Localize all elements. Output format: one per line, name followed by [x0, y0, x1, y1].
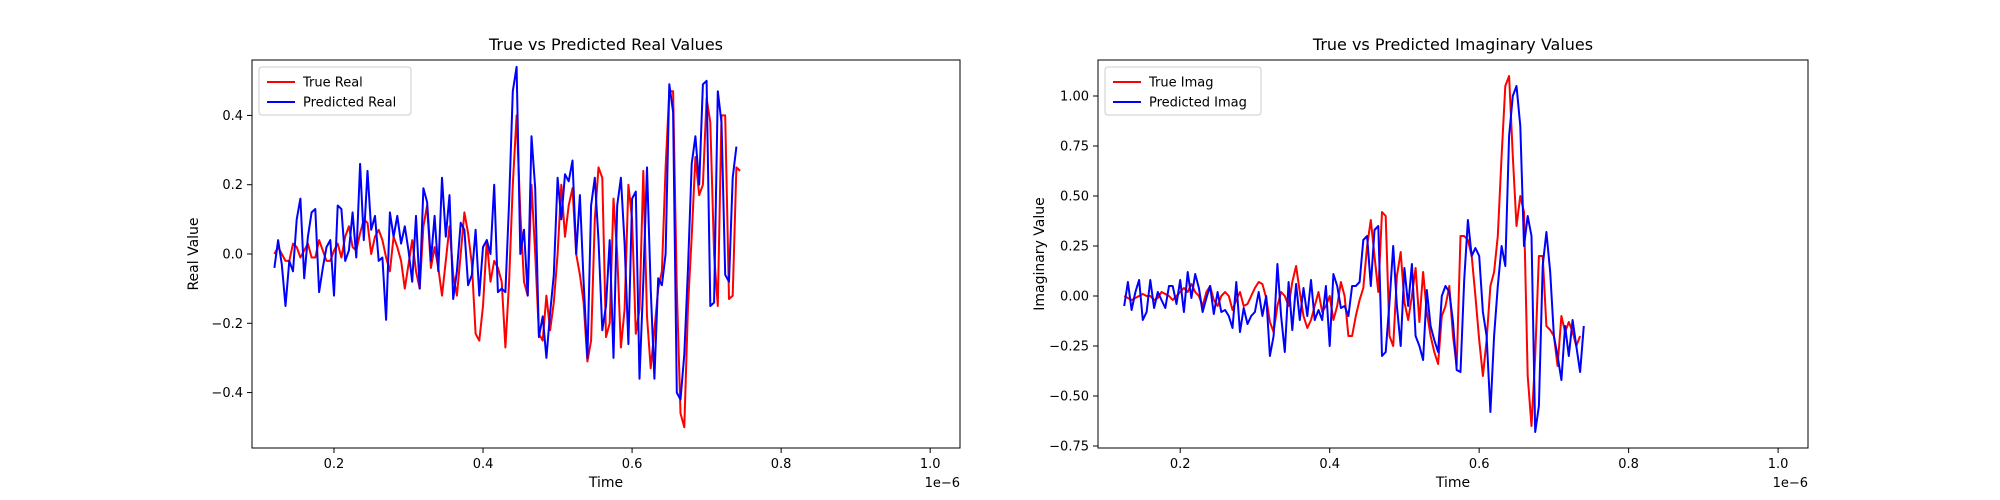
- x-tick-label: 0.8: [771, 457, 792, 472]
- series-line-predicted-real: [273, 65, 738, 401]
- x-offset-text: 1e−6: [1773, 476, 1808, 491]
- legend-box: [258, 66, 412, 116]
- y-tick-label: 0.2: [222, 178, 243, 193]
- y-tick-label: 0.00: [1060, 290, 1089, 305]
- y-tick-label: −0.75: [1049, 440, 1089, 455]
- chart-title: True vs Predicted Imaginary Values: [1312, 35, 1593, 54]
- legend-label-true-real: True Real: [302, 76, 363, 91]
- x-axis-label: Time: [1435, 475, 1470, 491]
- x-tick-label: 1.0: [1768, 457, 1789, 472]
- x-tick-label: 0.6: [622, 457, 643, 472]
- y-tick-label: 0.0: [222, 248, 243, 263]
- x-tick-label: 0.2: [324, 457, 345, 472]
- plot-area-frame: [251, 59, 961, 449]
- legend-box: [1104, 66, 1262, 116]
- chart-imaginary-values: 0.2 0.4 0.6 0.8 1.0 −0.75 −0.50 −0.25 0.00 0.25 0.…: [1032, 35, 1809, 491]
- x-offset-text: 1e−6: [925, 476, 960, 491]
- y-tick-label: 1.00: [1060, 90, 1089, 105]
- x-tick-label: 0.4: [1319, 457, 1340, 472]
- x-tick-label: 0.6: [1469, 457, 1490, 472]
- y-tick-label: −0.25: [1049, 340, 1089, 355]
- y-axis-label: Real Value: [186, 217, 202, 290]
- x-tick-label: 1.0: [920, 457, 941, 472]
- x-axis-label: Time: [588, 475, 623, 491]
- x-tick-label: 0.2: [1170, 457, 1191, 472]
- y-tick-label: 0.4: [222, 109, 243, 124]
- legend-label-predicted-real: Predicted Real: [303, 96, 396, 111]
- chart-title: True vs Predicted Real Values: [488, 35, 723, 54]
- legend-label-true-imag: True Imag: [1148, 76, 1213, 91]
- x-tick-label: 0.8: [1618, 457, 1639, 472]
- series-line-true-real: [273, 90, 741, 429]
- y-axis-label: Imaginary Value: [1032, 197, 1048, 311]
- y-tick-label: −0.2: [211, 317, 243, 332]
- y-tick-label: 0.75: [1060, 140, 1089, 155]
- y-tick-label: −0.50: [1049, 390, 1089, 405]
- series-line-predicted-imag: [1123, 85, 1585, 433]
- y-tick-label: 0.25: [1060, 240, 1089, 255]
- chart-real-values: 0.2 0.4 0.6 0.8 1.0 −0.4 −0.2 0.0 0.2 0.4 True vs …: [186, 35, 961, 491]
- x-tick-label: 0.4: [473, 457, 494, 472]
- y-tick-label: 0.50: [1060, 190, 1089, 205]
- plot-area-frame: [1097, 59, 1809, 449]
- y-tick-label: −0.4: [211, 386, 243, 401]
- legend-label-predicted-imag: Predicted Imag: [1149, 96, 1247, 111]
